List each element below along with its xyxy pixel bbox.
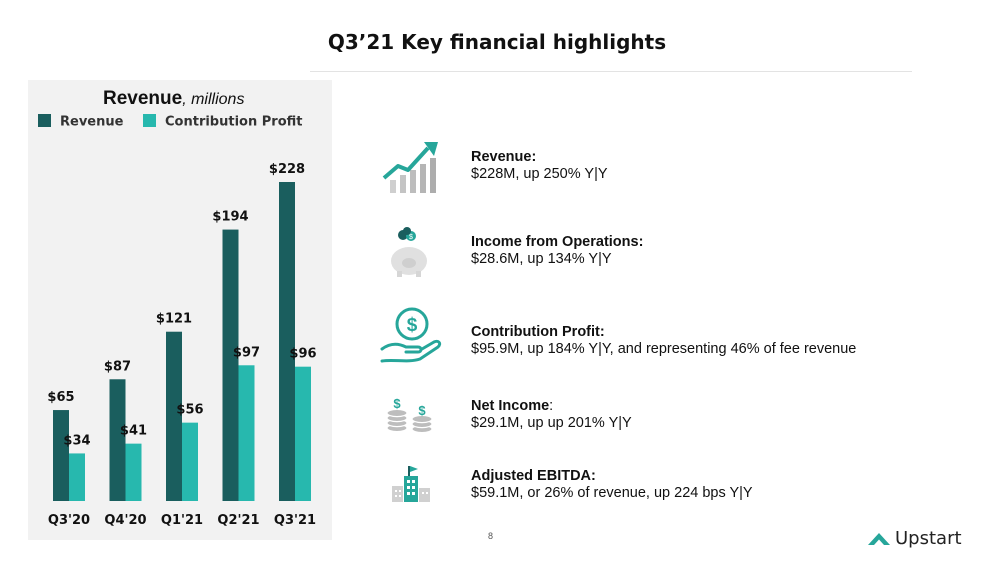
x-tick-label: Q2'21 — [217, 513, 259, 528]
bar-contribution-profit — [69, 453, 85, 501]
page-title: Q3’21 Key financial highlights — [327, 30, 667, 54]
highlight-detail: $228M, up 250% Y|Y — [471, 166, 608, 182]
x-tick-label: Q3'21 — [274, 513, 316, 528]
upstart-logo-icon — [868, 533, 890, 545]
data-label-revenue: $121 — [156, 312, 192, 327]
svg-text:$: $ — [409, 234, 413, 241]
highlight-heading: Adjusted EBITDA: — [471, 468, 596, 484]
legend-swatch-contribution-profit — [143, 114, 156, 127]
legend-label-revenue: Revenue — [60, 115, 124, 130]
data-label-contribution-profit: $97 — [233, 345, 260, 360]
highlight-detail: $59.1M, or 26% of revenue, up 224 bps Y|… — [471, 485, 753, 501]
bar-revenue — [109, 379, 126, 501]
bar-revenue — [166, 331, 182, 501]
highlight-detail: $29.1M, up up 201% Y|Y — [471, 415, 632, 431]
data-label-revenue: $87 — [104, 359, 131, 374]
title-divider — [310, 71, 912, 72]
svg-text:$: $ — [418, 403, 426, 418]
data-label-revenue: $228 — [269, 162, 305, 177]
highlight-heading: Contribution Profit: — [471, 324, 605, 340]
brand-name: Upstart — [895, 528, 962, 549]
bar-revenue — [222, 229, 239, 501]
piggy-bank-icon: $ — [391, 227, 427, 277]
x-tick-label: Q4'20 — [104, 513, 146, 528]
data-label-contribution-profit: $96 — [289, 347, 316, 362]
legend-label-contribution-profit: Contribution Profit — [165, 115, 302, 130]
highlight-detail: $28.6M, up 134% Y|Y — [471, 251, 612, 267]
hand-dollar-icon: $ — [380, 307, 442, 363]
legend-swatch-revenue — [38, 114, 51, 127]
bar-group: $65 $34 Q3'20 $87 $41 Q4'20 $121 $56 Q1'21 $194 $9… — [47, 162, 316, 528]
revenue-bar-chart: Revenue, millions Revenue Contribution P… — [38, 88, 317, 528]
chart-title: Revenue, millions — [103, 88, 244, 109]
data-label-contribution-profit: $41 — [120, 424, 147, 439]
svg-text:$: $ — [407, 315, 418, 336]
revenue-chart-panel: Revenue, millions Revenue Contribution P… — [28, 80, 332, 540]
highlight-heading: Income from Operations: — [471, 234, 644, 250]
highlight-heading: Net Income: — [471, 398, 554, 414]
bar-revenue — [53, 410, 69, 501]
data-label-contribution-profit: $56 — [176, 403, 203, 418]
bar-contribution-profit — [295, 366, 311, 501]
highlight-heading: Revenue: — [471, 149, 537, 165]
svg-text:$: $ — [393, 396, 401, 411]
page-number: 8 — [488, 531, 494, 541]
data-label-revenue: $65 — [47, 390, 74, 405]
x-tick-label: Q3'20 — [48, 513, 90, 528]
bar-revenue — [279, 182, 295, 501]
bar-contribution-profit — [182, 422, 198, 501]
coin-stacks-icon: $ $ — [386, 396, 433, 434]
highlight-detail: $95.9M, up 184% Y|Y, and representing 46… — [471, 341, 857, 357]
buildings-icon — [392, 466, 430, 502]
data-label-contribution-profit: $34 — [63, 433, 90, 448]
bar-contribution-profit — [238, 365, 255, 501]
rising-chart-icon — [382, 142, 438, 193]
x-tick-label: Q1'21 — [161, 513, 203, 528]
bar-contribution-profit — [125, 443, 142, 501]
data-label-revenue: $194 — [212, 210, 248, 225]
